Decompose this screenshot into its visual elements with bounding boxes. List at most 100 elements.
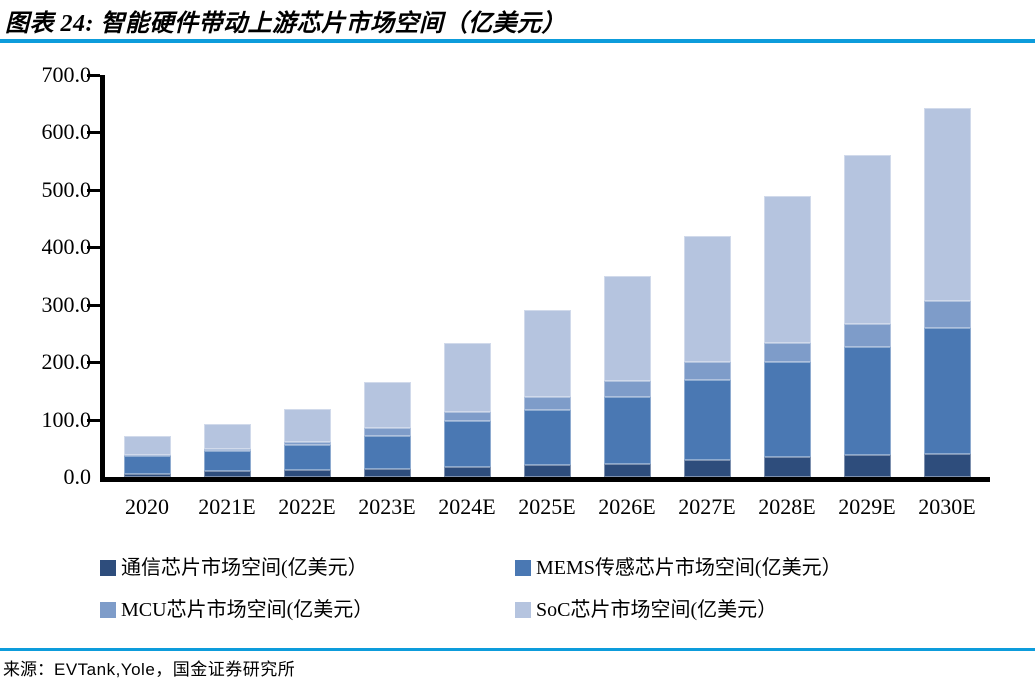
- x-axis-label: 2021E: [198, 494, 256, 519]
- y-axis-tick-label: 300.0: [41, 291, 92, 317]
- legend-label: MCU芯片市场空间(亿美元）: [121, 599, 374, 621]
- bar-2026E: [603, 276, 651, 477]
- bar-segment: [843, 455, 891, 477]
- bar-segment: [363, 436, 411, 469]
- bar-segment: [203, 448, 251, 452]
- bar-2021E: [203, 424, 251, 477]
- x-axis-label: 2028E: [758, 494, 816, 519]
- y-axis-tick: [87, 188, 100, 192]
- bar-segment: [603, 276, 651, 381]
- y-axis-tick: [87, 303, 100, 307]
- bar-2030E: [923, 108, 971, 477]
- y-axis-tick: [87, 74, 100, 77]
- bar-segment: [683, 379, 731, 461]
- y-axis-tick-label: 100.0: [41, 406, 92, 432]
- source-accent-rule: [0, 648, 1035, 651]
- y-axis-tick-label: 700.0: [41, 62, 92, 87]
- bar-segment: [523, 464, 571, 477]
- bar-segment: [123, 456, 171, 474]
- bar-segment: [363, 468, 411, 477]
- bar-segment: [923, 108, 971, 302]
- x-axis-label: 2023E: [358, 494, 416, 519]
- y-axis-tick-label: 600.0: [41, 119, 92, 145]
- bar-segment: [363, 382, 411, 429]
- bar-segment: [923, 327, 971, 455]
- bar-segment: [763, 361, 811, 458]
- bar-segment: [203, 451, 251, 471]
- bar-2025E: [523, 310, 571, 477]
- x-axis-label: 2030E: [918, 494, 976, 519]
- bar-segment: [203, 424, 251, 449]
- y-axis-tick: [87, 246, 100, 250]
- legend-swatch-icon: [100, 560, 116, 576]
- legend-label: MEMS传感芯片市场空间(亿美元）: [536, 557, 842, 579]
- bar-segment: [443, 411, 491, 421]
- bar-segment: [923, 301, 971, 328]
- legend-item: MEMS传感芯片市场空间(亿美元）: [515, 556, 842, 580]
- bar-segment: [683, 460, 731, 477]
- bar-2020: [123, 436, 171, 477]
- plot-area: [87, 74, 990, 482]
- bar-segment: [443, 466, 491, 477]
- bar-segment: [283, 470, 331, 477]
- bar-segment: [123, 454, 171, 457]
- bar-segment: [283, 444, 331, 471]
- bar-segment: [123, 436, 171, 455]
- page-title: 图表 24: 智能硬件带动上游芯片市场空间（亿美元）: [5, 11, 566, 37]
- bar-segment: [603, 464, 651, 477]
- bar-segment: [443, 420, 491, 467]
- bar-segment: [603, 397, 651, 465]
- bar-segment: [603, 380, 651, 398]
- title-accent-rule: [0, 39, 1035, 43]
- legend-swatch-icon: [100, 602, 116, 618]
- bar-segment: [203, 470, 251, 477]
- bar-2029E: [843, 155, 891, 477]
- y-axis-tick: [87, 361, 100, 365]
- legend-item: MCU芯片市场空间(亿美元）: [100, 598, 373, 622]
- x-axis-label: 2025E: [518, 494, 576, 519]
- bar-segment: [523, 310, 571, 398]
- source-note: 来源：EVTank,Yole，国金证券研究所: [3, 655, 295, 680]
- bar-segment: [843, 155, 891, 325]
- bar-segment: [683, 362, 731, 380]
- legend-item: 通信芯片市场空间(亿美元）: [100, 556, 368, 580]
- x-axis-label: 2022E: [278, 494, 336, 519]
- legend-label: SoC芯片市场空间(亿美元）: [536, 599, 778, 621]
- bar-segment: [843, 346, 891, 456]
- bar-segment: [363, 428, 411, 437]
- x-axis-label: 2024E: [438, 494, 496, 519]
- bar-segment: [443, 342, 491, 412]
- bar-segment: [523, 397, 571, 410]
- bar-2022E: [283, 409, 331, 477]
- bar-segment: [923, 454, 971, 477]
- y-axis-tick-label: 0.0: [63, 464, 92, 489]
- stacked-bar-chart: 0.0 100.0 200.0 300.0 400.0 500.0 600.0 700.0 2…: [41, 62, 990, 519]
- x-axis-label: 2020: [125, 494, 169, 519]
- legend-item: SoC芯片市场空间(亿美元）: [515, 598, 777, 622]
- bar-segment: [763, 457, 811, 477]
- bar-segment: [763, 195, 811, 343]
- x-axis-label: 2026E: [598, 494, 656, 519]
- legend-swatch-icon: [515, 602, 531, 618]
- bar-segment: [763, 342, 811, 362]
- bar-2024E: [443, 342, 491, 477]
- y-axis-tick: [87, 418, 100, 422]
- legend-label: 通信芯片市场空间(亿美元）: [121, 557, 368, 579]
- bar-segment: [283, 441, 331, 445]
- source-value: EVTank,Yole，国金证券研究所: [54, 660, 296, 679]
- bar-segment: [523, 409, 571, 465]
- y-axis-tick-label: 200.0: [41, 349, 92, 375]
- bar-segment: [123, 473, 171, 477]
- bar-segment: [843, 324, 891, 347]
- bar-2023E: [363, 382, 411, 477]
- source-label: 来源：: [3, 660, 54, 679]
- y-axis-tick: [87, 131, 100, 135]
- y-axis-tick-label: 400.0: [41, 234, 92, 260]
- x-axis-label: 2027E: [678, 494, 736, 519]
- bar-2028E: [763, 195, 811, 477]
- x-axis-label: 2029E: [838, 494, 896, 519]
- bar-segment: [283, 409, 331, 442]
- bar-segment: [683, 235, 731, 363]
- bar-2027E: [683, 235, 731, 477]
- y-axis-tick-label: 500.0: [41, 176, 92, 202]
